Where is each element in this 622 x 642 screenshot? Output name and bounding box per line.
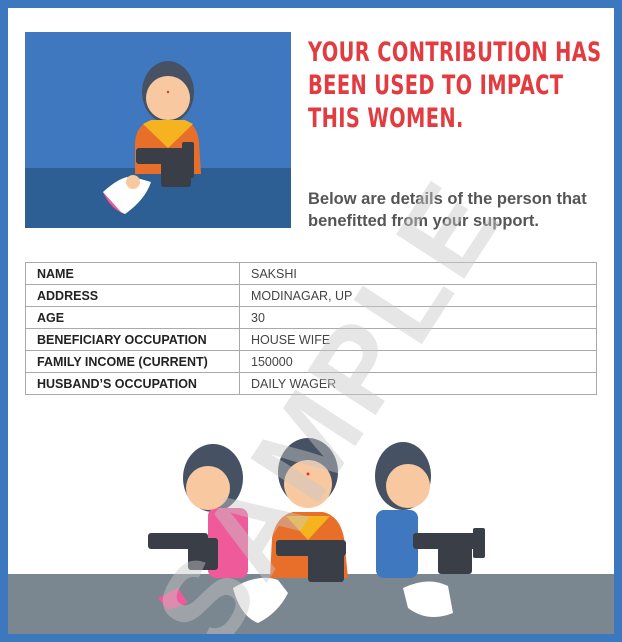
detail-value: SAKSHI (239, 262, 597, 285)
table-row: ADDRESS MODINAGAR, UP (25, 284, 597, 307)
support-description: Below are details of the person that ben… (308, 190, 587, 230)
table-row: NAME SAKSHI (25, 262, 597, 285)
page-heading: YOUR CONTRIBUTION HAS BEEN USED TO IMPAC… (308, 37, 602, 134)
detail-value: DAILY WAGER (239, 372, 597, 395)
detail-label: ADDRESS (25, 284, 240, 307)
detail-label: BENEFICIARY OCCUPATION (25, 328, 240, 351)
detail-value: MODINAGAR, UP (239, 284, 597, 307)
table-row: FAMILY INCOME (CURRENT) 150000 (25, 350, 597, 373)
detail-label: HUSBAND’S OCCUPATION (25, 372, 240, 395)
certificate-card: YOUR CONTRIBUTION HAS BEEN USED TO IMPAC… (8, 8, 614, 634)
women-sewing-illustration (8, 438, 614, 634)
beneficiary-details-table: NAME SAKSHI ADDRESS MODINAGAR, UP AGE 30 BENEF… (25, 262, 597, 395)
table-row: BENEFICIARY OCCUPATION HOUSE WIFE (25, 328, 597, 351)
detail-label: FAMILY INCOME (CURRENT) (25, 350, 240, 373)
detail-value: HOUSE WIFE (239, 328, 597, 351)
table-row: AGE 30 (25, 306, 597, 329)
table-row: HUSBAND’S OCCUPATION DAILY WAGER (25, 372, 597, 395)
detail-label: NAME (25, 262, 240, 285)
hero-illustration-woman-sewing (25, 32, 291, 228)
detail-value: 30 (239, 306, 597, 329)
detail-value: 150000 (239, 350, 597, 373)
detail-label: AGE (25, 306, 240, 329)
